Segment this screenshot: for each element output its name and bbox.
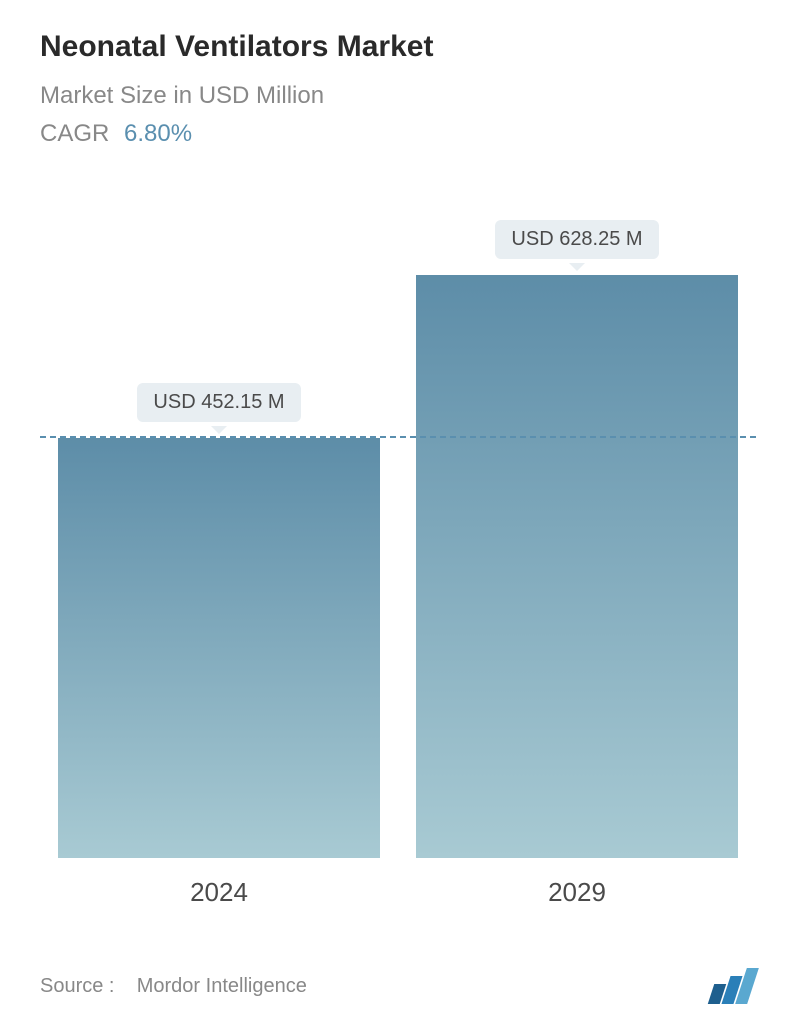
- bar: [58, 438, 380, 858]
- subtitle: Market Size in USD Million: [40, 82, 756, 110]
- source-value: Mordor Intelligence: [137, 975, 307, 997]
- value-badge: USD 628.25 M: [495, 220, 658, 259]
- brand-logo: [711, 968, 756, 1004]
- x-axis-labels: 2024 2029: [40, 877, 756, 908]
- x-label: 2029: [416, 877, 738, 908]
- market-bar-chart: USD 452.15 M USD 628.25 M 2024 2029: [40, 208, 756, 908]
- value-badge: USD 452.15 M: [137, 383, 300, 422]
- reference-line: [40, 436, 756, 438]
- cagr-value: 6.80%: [124, 120, 192, 147]
- bar-wrap: USD 628.25 M: [416, 220, 738, 858]
- x-label: 2024: [58, 877, 380, 908]
- cagr-line: CAGR 6.80%: [40, 120, 756, 148]
- cagr-label: CAGR: [40, 120, 109, 147]
- page-title: Neonatal Ventilators Market: [40, 30, 756, 64]
- bars-container: USD 452.15 M USD 628.25 M: [40, 208, 756, 858]
- source-text: Source : Mordor Intelligence: [40, 975, 307, 998]
- footer: Source : Mordor Intelligence: [40, 968, 756, 1004]
- bar: [416, 275, 738, 858]
- badge-pointer-icon: [211, 426, 227, 434]
- badge-pointer-icon: [569, 263, 585, 271]
- bar-wrap: USD 452.15 M: [58, 383, 380, 858]
- source-label: Source :: [40, 975, 114, 997]
